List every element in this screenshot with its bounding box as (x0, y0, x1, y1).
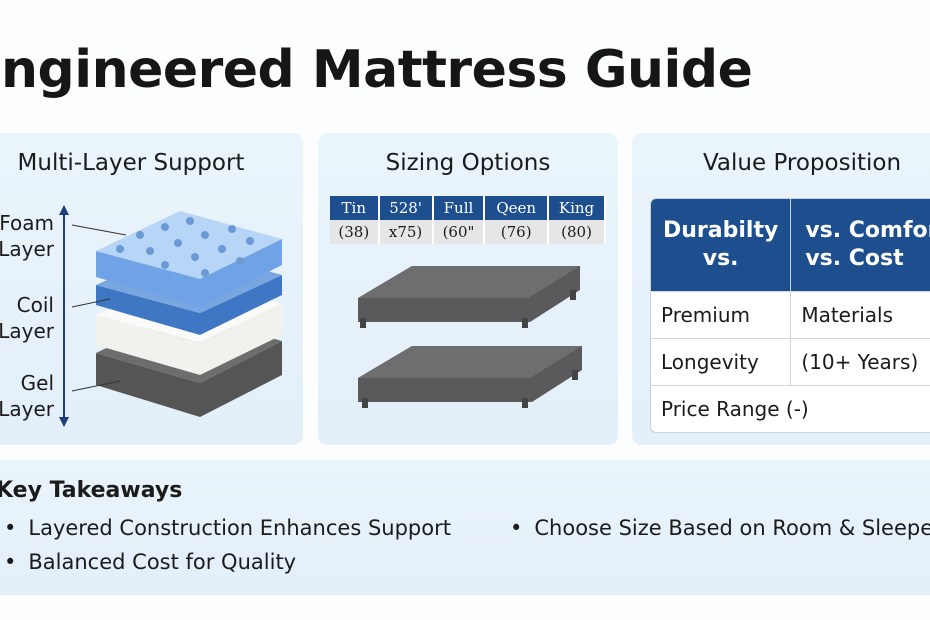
header-cell: Durabilty vs. (651, 199, 791, 292)
table-header: Tin 528' Full Qeen King (330, 196, 606, 220)
cell: Materials (790, 291, 930, 339)
header-cell: Full (432, 196, 486, 220)
table-header: Durabilty vs. vs. Comfort vs. Cost (651, 199, 930, 292)
header-cell: Tin (330, 196, 380, 220)
takeaways-title: Key Takeaways (0, 478, 183, 503)
takeaway-item: Choose Size Based on Room & Sleeper (510, 516, 930, 540)
value-table: Durabilty vs. vs. Comfort vs. Cost Premi… (651, 199, 930, 432)
takeaway-item: Layered Construction Enhances Support (4, 516, 451, 540)
header-cell: 528' (378, 196, 434, 220)
cell: Premium (651, 291, 791, 339)
panel-title: Sizing Options (385, 150, 551, 176)
cell: (80) (548, 220, 606, 244)
table-row: Premium Materials (651, 291, 930, 339)
cell: Price Range (-) (651, 385, 930, 432)
cell: (76) (484, 220, 550, 244)
header-cell: Qeen (484, 196, 550, 220)
layer-label: Gel Layer (0, 371, 54, 421)
takeaway-item: Balanced Cost for Quality (4, 550, 296, 574)
panel-title: Multi-Layer Support (17, 150, 245, 176)
table-row: Longevity (10+ Years) (651, 338, 930, 386)
table-row: (38) x75) (60" (76) (80) (330, 220, 606, 244)
layers-illustration (59, 205, 282, 427)
cell: (10+ Years) (790, 338, 930, 386)
value-table-frame: Durabilty vs. vs. Comfort vs. Cost Premi… (650, 198, 930, 433)
page-title: Engineered Mattress Guide (0, 40, 753, 100)
sizing-table: Tin 528' Full Qeen King (38) x75) (60" (… (330, 196, 606, 244)
panel-title: Value Proposition (702, 150, 902, 176)
bed-illustration (358, 266, 582, 408)
cell: x75) (378, 220, 434, 244)
header-cell: vs. Comfort vs. Cost (790, 199, 930, 292)
cell: (38) (330, 220, 380, 244)
cell: Longevity (651, 338, 791, 386)
layer-label: Coil Layer (0, 293, 54, 343)
cell: (60" (432, 220, 486, 244)
layer-label: Foam Layer (0, 211, 54, 261)
header-cell: King (548, 196, 606, 220)
table-row: Price Range (-) (651, 385, 930, 432)
